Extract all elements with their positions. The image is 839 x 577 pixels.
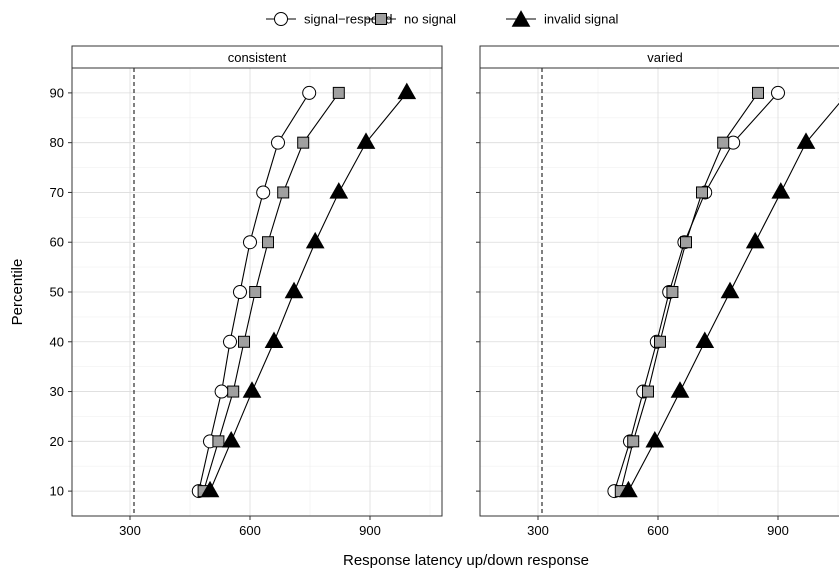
data-point-square [262,236,274,249]
data-point-square [212,435,225,448]
data-point-square [696,186,708,199]
data-point-square [680,236,692,249]
data-point-square [666,286,679,298]
data-point-square [717,136,730,149]
strip-label: varied [647,50,682,65]
data-point-triangle [619,480,638,498]
legend-label: no signal [404,12,456,27]
data-point-triangle [670,381,690,398]
legend-key-circle [274,12,288,26]
data-point-triangle [356,132,376,149]
y-tick-label: 40 [50,334,64,349]
data-point-triangle [329,182,349,199]
data-point-circle [223,334,237,349]
y-tick-label: 50 [50,285,64,300]
data-point-triangle [645,431,665,448]
data-point-circle [214,384,229,399]
data-point-triangle [305,231,325,249]
legend: signal−respond no signal invalid signal [266,10,619,27]
data-point-triangle [264,331,284,348]
legend-item: signal−respond [266,12,393,27]
data-point-circle [302,85,317,100]
x-tick-label: 600 [647,523,669,538]
x-tick-label: 900 [767,523,789,538]
panel-data [607,85,839,499]
y-axis-title: Percentile [9,259,26,326]
x-tick-label: 900 [359,523,381,538]
legend-item: no signal [366,12,456,27]
data-point-triangle [796,132,816,149]
panel-varied: varied 300 600 900 [476,45,839,538]
data-point-circle [256,185,271,200]
legend-item: invalid signal [506,10,619,27]
legend-key-triangle [511,10,531,27]
y-tick-label: 10 [50,484,64,499]
data-point-square [654,335,666,348]
data-point-triangle [771,182,791,199]
data-point-triangle [221,431,241,448]
data-point-square [297,136,310,149]
strip-label: consistent [228,50,287,65]
data-point-triangle [720,281,740,299]
data-point-triangle [745,231,765,249]
legend-label: signal−respond [304,12,393,27]
legend-label: invalid signal [544,12,619,27]
data-point-square [332,86,345,99]
y-tick-label: 60 [50,235,64,250]
data-point-circle [243,235,257,250]
panel-consistent: consistent 300 600 900 10 20 30 40 50 60 70 80 90 [50,45,443,538]
x-tick-label: 600 [239,523,261,538]
x-tick-label: 300 [527,523,549,538]
data-point-triangle [242,381,262,398]
y-tick-label: 20 [50,434,64,449]
data-point-square [642,385,654,398]
panel-data [191,82,417,499]
data-point-square [249,286,262,298]
strip-background [479,45,839,69]
legend-key-square [375,13,387,25]
data-point-square [627,435,640,448]
data-point-triangle [284,281,304,299]
y-tick-label: 70 [50,185,64,200]
data-point-square [238,335,250,348]
y-tick-label: 80 [50,135,64,150]
strip-background [71,45,443,69]
data-point-triangle [695,331,715,348]
y-tick-label: 30 [50,384,64,399]
data-point-triangle [200,480,220,498]
data-point-circle [771,85,785,100]
x-axis-title: Response latency up/down response [343,552,589,569]
data-point-circle [233,285,247,299]
y-tick-label: 90 [50,85,64,100]
data-point-triangle [397,82,417,100]
data-point-square [752,86,764,99]
x-tick-label: 300 [119,523,141,538]
data-point-circle [271,135,285,150]
data-point-square [277,186,290,199]
data-point-square [227,385,240,398]
